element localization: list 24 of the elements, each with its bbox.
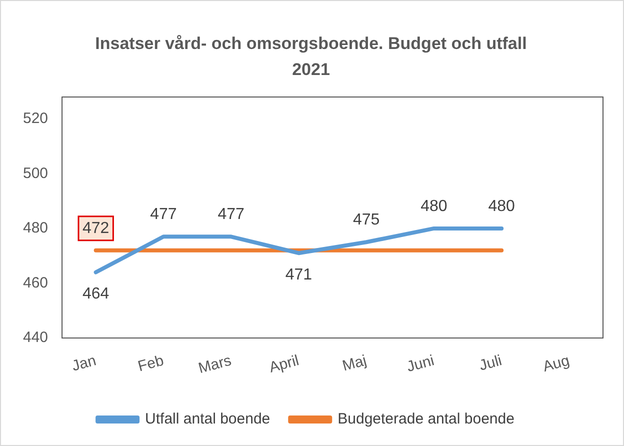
legend-label: Budgeterade antal boende — [338, 410, 514, 428]
x-tick-label: Jan — [70, 352, 98, 375]
y-tick-label: 460 — [22, 274, 48, 292]
x-tick-label: Juli — [478, 352, 504, 374]
data-label: 472 — [82, 220, 110, 237]
x-tick-label: Juni — [405, 352, 436, 376]
data-label: 477 — [150, 206, 177, 224]
data-label: 471 — [285, 266, 312, 284]
x-tick-label: Feb — [136, 352, 166, 376]
y-tick-label: 480 — [22, 220, 48, 237]
chart-title: Insatser vård- och omsorgsboende. Budget och utfall 2021 — [94, 33, 528, 81]
data-label: 477 — [218, 206, 245, 224]
x-tick-label: Aug — [541, 352, 572, 376]
data-label: 475 — [352, 212, 380, 229]
x-tick-label: Mars — [196, 352, 234, 378]
legend-label: Utfall antal boende — [145, 410, 270, 428]
x-tick-label: Maj — [340, 352, 368, 375]
data-label: 480 — [488, 198, 516, 215]
data-label: 464 — [82, 286, 110, 303]
y-tick-label: 440 — [22, 329, 48, 346]
y-tick-label: 520 — [22, 110, 48, 128]
x-tick-label: April — [267, 352, 301, 376]
data-label: 480 — [420, 198, 448, 215]
y-tick-label: 500 — [22, 164, 48, 182]
